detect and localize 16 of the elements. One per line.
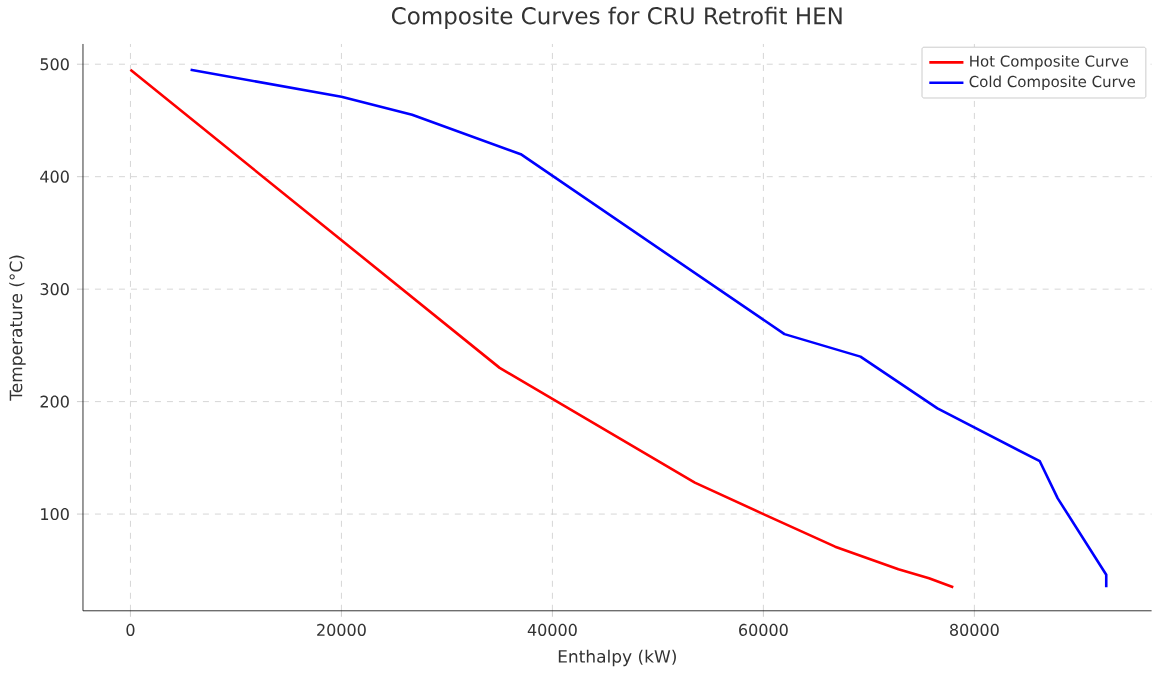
x-axis-title: Enthalpy (kW)	[558, 649, 676, 667]
y-axis-title: Temperature (°C)	[9, 255, 26, 401]
x-tick-label: 0	[126, 623, 135, 637]
legend-label: Hot Composite Curve	[970, 55, 1129, 70]
x-tick-label: 40000	[527, 623, 577, 637]
x-tick-label: 60000	[739, 623, 788, 637]
x-tick-label: 80000	[950, 623, 999, 637]
y-tick-label: 300	[40, 283, 69, 296]
chart-title: Composite Curves for CRU Retrofit HEN	[392, 6, 842, 30]
y-tick-label: 200	[40, 395, 69, 408]
y-tick-label: 100	[41, 508, 69, 521]
x-tick-label: 20000	[317, 623, 366, 637]
legend-label: Cold Composite Curve	[969, 75, 1136, 91]
line-series	[129, 68, 955, 589]
y-tick-label: 500	[40, 58, 69, 71]
y-tick-label: 400	[40, 170, 69, 183]
